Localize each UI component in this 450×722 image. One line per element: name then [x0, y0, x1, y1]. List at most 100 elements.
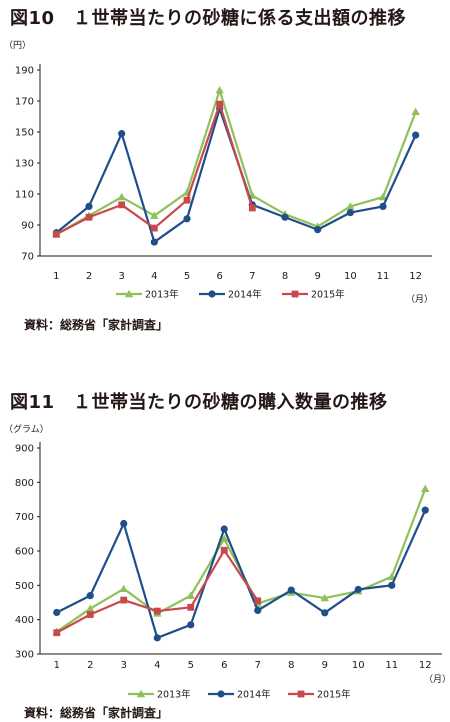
- data-point: [254, 597, 262, 605]
- y-tick-label: 800: [15, 478, 34, 489]
- data-point: [297, 690, 305, 698]
- series-line: [56, 549, 259, 634]
- x-tick-label: 9: [322, 660, 328, 671]
- y-tick-label: 170: [15, 97, 34, 108]
- x-tick-label: 5: [184, 271, 190, 282]
- data-point: [153, 607, 161, 615]
- y-unit-label: （グラム）: [4, 423, 49, 435]
- x-tick-label: 8: [282, 271, 288, 282]
- legend-item: 2013年: [128, 689, 191, 701]
- data-point: [412, 131, 420, 139]
- y-tick-label: 110: [15, 190, 34, 201]
- data-point: [378, 192, 388, 201]
- x-tick-label: 2: [87, 660, 93, 671]
- x-tick-label: 12: [419, 660, 432, 671]
- data-point: [346, 209, 354, 217]
- y-tick-label: 900: [15, 444, 34, 455]
- series-line: [55, 107, 417, 244]
- y-tick-label: 130: [15, 159, 34, 170]
- x-tick-label: 6: [216, 271, 222, 282]
- series: [52, 105, 420, 246]
- y-tick-label: 600: [15, 547, 34, 558]
- data-point: [215, 85, 224, 94]
- legend-label: 2014年: [237, 689, 271, 701]
- data-point: [346, 202, 355, 210]
- legend-label: 2014年: [228, 289, 262, 301]
- x-tick-label: 5: [188, 660, 194, 671]
- chart-title: 図10 １世帯当たりの砂糖に係る支出額の推移: [10, 8, 407, 29]
- series-line: [55, 89, 417, 236]
- data-point: [379, 202, 387, 210]
- y-tick-label: 400: [15, 615, 34, 626]
- data-point: [220, 534, 229, 543]
- chart-title: 図11 １世帯当たりの砂糖の購入数量の推移: [10, 392, 388, 413]
- data-point: [217, 690, 225, 698]
- data-point: [186, 591, 195, 599]
- x-tick-label: 1: [53, 271, 59, 282]
- data-point: [86, 604, 95, 612]
- data-point: [281, 213, 289, 221]
- data-point: [183, 196, 191, 204]
- y-tick-label: 70: [21, 252, 34, 263]
- data-point: [120, 596, 128, 604]
- series-line: [56, 488, 427, 633]
- x-tick-label: 6: [221, 660, 227, 671]
- data-point: [421, 506, 429, 514]
- data-point: [287, 586, 295, 594]
- source-note: 資料：総務省「家計調査」: [24, 706, 169, 720]
- data-point: [254, 606, 262, 614]
- y-tick-label: 300: [15, 650, 34, 661]
- data-point: [220, 546, 228, 554]
- data-point: [216, 100, 224, 108]
- data-point: [52, 230, 60, 238]
- data-point: [320, 593, 329, 602]
- x-tick-label: 11: [385, 660, 398, 671]
- data-point: [321, 609, 329, 617]
- y-tick-label: 500: [15, 581, 34, 592]
- x-tick-label: 12: [409, 271, 422, 282]
- data-point: [85, 202, 93, 210]
- legend-label: 2015年: [317, 689, 351, 701]
- y-tick-label: 150: [15, 128, 34, 139]
- data-point: [183, 215, 191, 223]
- series: [53, 506, 429, 642]
- data-point: [291, 290, 299, 298]
- data-point: [150, 224, 158, 232]
- x-tick-label: 10: [344, 271, 357, 282]
- legend-label: 2013年: [145, 289, 179, 301]
- data-point: [118, 201, 126, 209]
- series-line: [56, 509, 427, 639]
- x-tick-label: 3: [118, 271, 124, 282]
- data-point: [136, 689, 146, 698]
- data-point: [187, 603, 195, 611]
- data-point: [86, 592, 94, 600]
- x-tick-label: 7: [249, 271, 255, 282]
- data-point: [187, 621, 195, 629]
- data-point: [118, 129, 126, 138]
- data-point: [388, 581, 396, 589]
- data-point: [53, 629, 61, 637]
- data-point: [248, 204, 256, 212]
- data-point: [411, 107, 420, 116]
- data-point: [150, 238, 158, 246]
- series: [52, 85, 420, 238]
- legend-label: 2015年: [311, 289, 345, 301]
- data-point: [354, 585, 362, 594]
- legend-label: 2013年: [157, 689, 191, 701]
- x-unit-label: （月）: [406, 294, 433, 305]
- x-tick-label: 11: [377, 271, 390, 282]
- series: [52, 484, 430, 635]
- data-point: [208, 290, 216, 298]
- data-point: [86, 611, 94, 618]
- data-point: [150, 211, 159, 219]
- x-tick-label: 10: [352, 660, 365, 671]
- data-point: [314, 226, 322, 234]
- x-tick-label: 1: [54, 660, 60, 671]
- x-unit-label: （月）: [424, 674, 450, 685]
- y-unit-label: （円）: [4, 40, 31, 51]
- y-tick-label: 190: [15, 66, 34, 77]
- data-point: [120, 519, 128, 528]
- legend-item: 2013年: [116, 289, 179, 301]
